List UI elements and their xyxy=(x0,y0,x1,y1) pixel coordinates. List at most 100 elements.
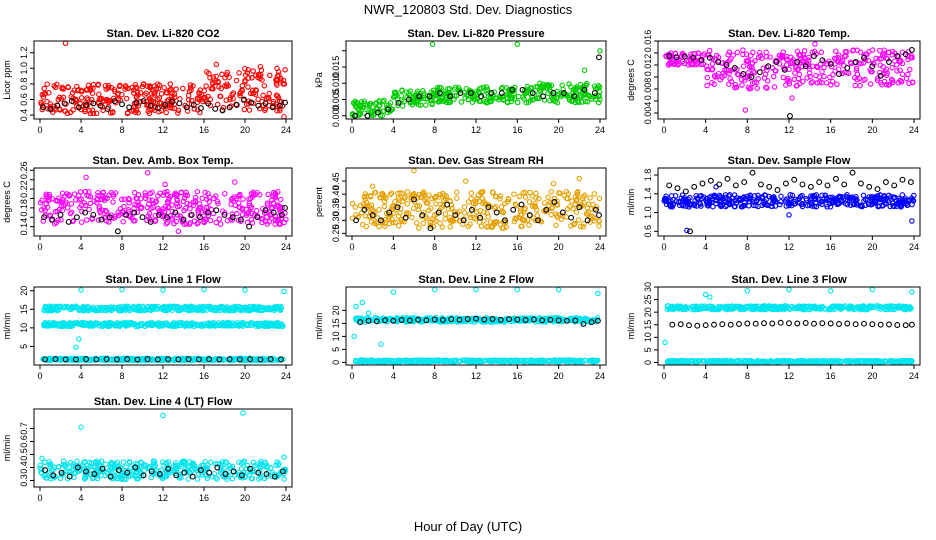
point-ambbox-samples xyxy=(246,200,253,207)
reference-point-co2 xyxy=(147,102,154,109)
point-sampleflow-samples xyxy=(823,201,829,208)
point-pressure-samples xyxy=(568,84,574,90)
point-ambbox-samples xyxy=(194,188,201,195)
point-temp-samples xyxy=(734,49,741,56)
reference-point-line1 xyxy=(175,356,182,363)
point-rh-samples xyxy=(573,197,580,203)
point-rh-samples xyxy=(399,190,405,197)
x-tick-label-co2: 4 xyxy=(78,125,83,135)
x-tick-label-temp: 24 xyxy=(909,125,919,135)
point-line2-samples xyxy=(425,357,432,364)
point-rh-samples xyxy=(383,195,389,202)
point-co2-samples xyxy=(155,96,161,103)
point-temp-samples xyxy=(788,54,794,61)
point-line1-samples xyxy=(107,304,114,310)
point-ambbox-samples xyxy=(95,189,101,196)
point-pressure-samples xyxy=(597,96,603,103)
point-ambbox-samples xyxy=(157,210,164,217)
point-sampleflow-samples xyxy=(753,202,759,209)
point-ambbox-samples xyxy=(201,219,208,226)
point-sampleflow-samples xyxy=(872,194,878,200)
point-sampleflow-samples xyxy=(740,202,747,209)
reference-point-co2 xyxy=(183,104,190,111)
reference-point-temp xyxy=(740,71,747,77)
point-rh-samples xyxy=(565,191,571,197)
point-temp-samples xyxy=(803,59,810,66)
point-pressure-samples xyxy=(596,93,602,100)
point-temp-samples xyxy=(899,71,906,77)
point-pressure-samples xyxy=(577,93,583,99)
point-co2-samples xyxy=(275,69,282,75)
x-tick-label-line2: 20 xyxy=(554,371,564,381)
point-rh-samples xyxy=(533,207,540,213)
reference-point-line2 xyxy=(594,317,601,324)
point-co2-samples xyxy=(84,86,91,92)
reference-point-line1 xyxy=(185,356,192,363)
point-rh-samples xyxy=(500,209,507,216)
point-ambbox-samples xyxy=(205,212,212,219)
point-co2-samples xyxy=(223,97,230,103)
point-pressure-samples xyxy=(500,96,507,102)
point-line1-samples xyxy=(161,320,168,327)
point-rh-samples xyxy=(433,201,439,207)
point-temp-samples xyxy=(727,75,733,82)
outlier-point-line2 xyxy=(353,303,359,310)
reference-point-co2 xyxy=(154,105,161,112)
point-rh-samples xyxy=(518,211,525,218)
point-rh-samples xyxy=(387,191,394,198)
point-ambbox-samples xyxy=(70,217,77,224)
point-pressure-samples xyxy=(596,84,603,90)
reference-point-line2 xyxy=(390,317,397,324)
point-line2-samples xyxy=(365,315,371,322)
point-ambbox-samples xyxy=(116,212,122,219)
reference-point-ambbox xyxy=(114,228,121,235)
point-temp-samples xyxy=(754,85,761,92)
point-sampleflow-samples xyxy=(724,202,730,208)
point-rh-samples xyxy=(389,203,396,210)
point-co2-samples xyxy=(151,92,158,98)
point-ambbox-samples xyxy=(51,220,58,227)
point-sampleflow-samples xyxy=(717,195,723,201)
reference-point-ambbox xyxy=(213,207,220,214)
point-pressure-samples xyxy=(458,99,465,105)
x-tick-label-sampleflow: 0 xyxy=(661,242,666,252)
point-rh-samples xyxy=(572,193,579,200)
point-rh-samples xyxy=(548,211,554,218)
reference-point-rh xyxy=(361,206,368,213)
point-rh-samples xyxy=(488,223,495,230)
point-rh-samples xyxy=(359,210,365,216)
point-co2-samples xyxy=(171,91,178,97)
reference-point-ambbox xyxy=(41,214,48,221)
reference-point-sampleflow xyxy=(687,228,693,235)
point-pressure-samples xyxy=(390,94,397,100)
reference-point-co2 xyxy=(68,98,75,105)
point-co2-samples xyxy=(246,107,253,113)
outlier-point-pressure xyxy=(429,41,436,48)
point-pressure-samples xyxy=(584,99,591,105)
point-line1-samples xyxy=(80,305,86,311)
point-ambbox-samples xyxy=(49,196,56,202)
point-ambbox-samples xyxy=(277,196,284,203)
point-pressure-samples xyxy=(508,95,514,102)
point-rh-samples xyxy=(461,204,468,210)
point-co2-samples xyxy=(60,86,67,92)
point-ambbox-samples xyxy=(250,191,257,198)
y-tick-label-pressure: 0.015 xyxy=(331,56,341,79)
point-sampleflow-samples xyxy=(870,198,876,205)
point-pressure-samples xyxy=(432,91,438,98)
point-rh-samples xyxy=(491,219,498,225)
point-temp-samples xyxy=(808,80,815,86)
y-tick-label-co2: 0.6 xyxy=(19,93,29,106)
point-line1-samples xyxy=(163,307,170,313)
reference-point-sampleflow xyxy=(791,176,798,183)
point-pressure-samples xyxy=(380,108,386,114)
point-ambbox-samples xyxy=(79,208,85,215)
point-co2-samples xyxy=(145,108,152,114)
point-temp-samples xyxy=(858,60,864,67)
point-sampleflow-samples xyxy=(893,197,900,204)
point-temp-samples xyxy=(704,74,711,81)
point-pressure-samples xyxy=(452,84,459,90)
point-ambbox-samples xyxy=(210,210,217,217)
points-ambbox xyxy=(37,169,289,235)
reference-point-sampleflow xyxy=(899,176,906,183)
